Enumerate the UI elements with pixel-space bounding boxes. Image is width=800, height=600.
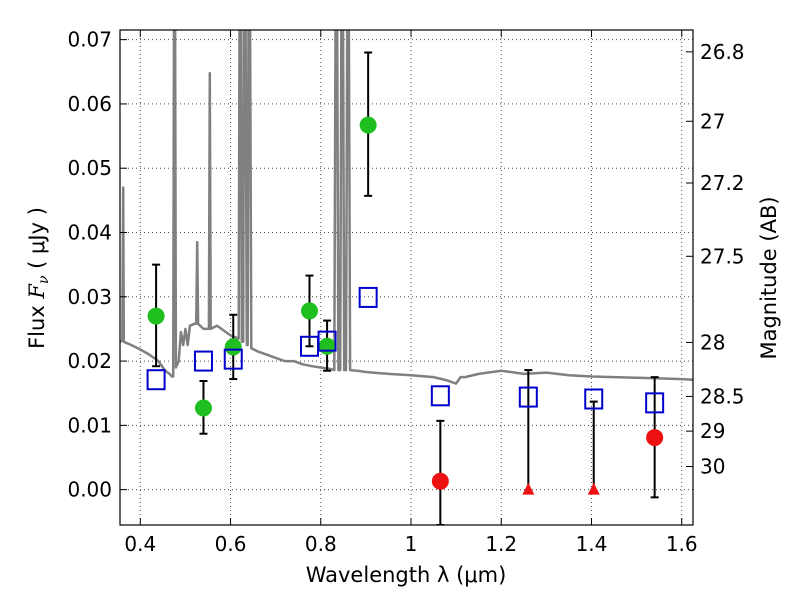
data-markers bbox=[146, 51, 665, 525]
upper-limit-point bbox=[522, 482, 535, 495]
mag-tick-label: 28.5 bbox=[700, 384, 745, 408]
mag-tick-label: 27.5 bbox=[700, 244, 745, 268]
data-point bbox=[224, 338, 242, 356]
y-axis-label: Flux Fν ( μJy ) bbox=[25, 207, 52, 349]
y-tick-label: 0.02 bbox=[67, 349, 112, 373]
model-point bbox=[223, 348, 243, 370]
mag-tick-label: 28 bbox=[700, 330, 725, 354]
data-point bbox=[359, 116, 377, 134]
data-point bbox=[194, 399, 212, 417]
model-spectrum bbox=[120, 30, 693, 385]
data-point bbox=[431, 472, 449, 490]
x-axis-label: Wavelength λ (μm) bbox=[306, 563, 507, 587]
spectrum-line bbox=[120, 30, 693, 385]
data-point bbox=[147, 307, 165, 325]
model-point bbox=[146, 369, 166, 391]
x-tick-label: 1.4 bbox=[576, 532, 608, 556]
x-tick-label: 0.4 bbox=[124, 532, 156, 556]
y2-axis-label: Magnitude (AB) bbox=[757, 196, 781, 359]
model-point bbox=[193, 350, 213, 372]
x-tick-label: 0.8 bbox=[305, 532, 337, 556]
model-point bbox=[645, 392, 665, 414]
model-point bbox=[358, 286, 378, 308]
grid bbox=[120, 30, 693, 525]
plot-frame bbox=[119, 29, 694, 526]
axis-ticks: 0.4 0.6 0.8 1 1.2 1.4 1.6 0.00 0.01 0.02 0.03 0.04 0… bbox=[67, 28, 744, 556]
mag-tick-label: 27.2 bbox=[700, 171, 745, 195]
mag-tick-label: 29 bbox=[700, 419, 725, 443]
x-tick-label: 1.2 bbox=[485, 532, 517, 556]
model-point bbox=[584, 388, 604, 410]
model-point bbox=[430, 385, 450, 407]
x-tick-label: 1 bbox=[405, 532, 418, 556]
model-point bbox=[317, 330, 337, 352]
y-tick-label: 0.07 bbox=[67, 28, 112, 52]
y-tick-label: 0.03 bbox=[67, 285, 112, 309]
y-tick-label: 0.05 bbox=[67, 156, 112, 180]
y-tick-label: 0.06 bbox=[67, 92, 112, 116]
data-point bbox=[300, 302, 318, 320]
model-point bbox=[518, 386, 538, 408]
x-tick-label: 0.6 bbox=[215, 532, 247, 556]
mag-tick-label: 26.8 bbox=[700, 40, 745, 64]
y-tick-label: 0.00 bbox=[67, 478, 112, 502]
mag-tick-label: 30 bbox=[700, 455, 725, 479]
data-point bbox=[646, 429, 664, 447]
mag-tick-label: 27 bbox=[700, 109, 725, 133]
y-tick-label: 0.04 bbox=[67, 221, 112, 245]
x-tick-label: 1.6 bbox=[666, 532, 698, 556]
data-point bbox=[318, 337, 336, 355]
upper-limit-point bbox=[587, 482, 600, 495]
y-tick-label: 0.01 bbox=[67, 413, 112, 437]
